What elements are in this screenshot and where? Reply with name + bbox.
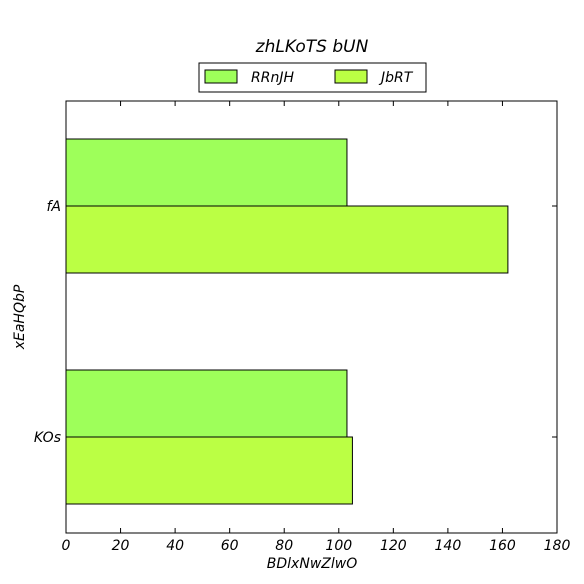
x-tick-label: 180 xyxy=(544,538,571,554)
legend-label-rrnjh: RRnJH xyxy=(251,70,294,86)
x-tick-label: 80 xyxy=(275,538,293,554)
bar-kos-rrnjh xyxy=(65,369,348,438)
legend-swatch-jbrt xyxy=(334,69,368,84)
legend-swatch-rrnjh xyxy=(204,69,238,84)
y-axis-label: xEaHQbP xyxy=(12,284,28,350)
bar-fa-jbrt xyxy=(65,205,509,274)
y-tick-label-kos: KOs xyxy=(34,430,61,446)
x-tick-label: 60 xyxy=(221,538,239,554)
x-tick-label: 100 xyxy=(325,538,352,554)
y-axis: fA KOs xyxy=(34,199,557,446)
x-tick-label: 160 xyxy=(489,538,516,554)
legend: RRnJH JbRT xyxy=(198,62,427,93)
x-tick-label: 40 xyxy=(166,538,184,554)
legend-label-jbrt: JbRT xyxy=(378,70,414,86)
chart-title: zhLKoTS bUN xyxy=(255,37,369,57)
x-tick-label: 140 xyxy=(435,538,462,554)
plot-frame xyxy=(65,100,558,534)
y-tick-label-fa: fA xyxy=(46,199,61,215)
x-axis-label: BDlxNwZlwO xyxy=(267,556,357,572)
bars-group xyxy=(65,138,509,505)
bar-kos-jbrt xyxy=(65,436,353,505)
bar-fa-rrnjh xyxy=(65,138,348,207)
x-axis: 0 20 40 60 80 100 120 140 160 180 xyxy=(62,101,571,554)
x-tick-label: 0 xyxy=(62,538,71,554)
x-tick-label: 120 xyxy=(380,538,407,554)
x-tick-label: 20 xyxy=(112,538,130,554)
